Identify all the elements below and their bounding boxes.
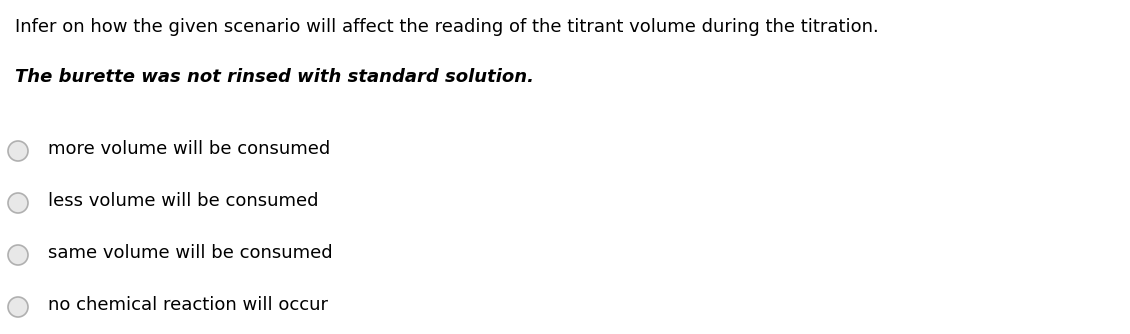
Ellipse shape (8, 141, 28, 161)
Ellipse shape (8, 297, 28, 317)
Text: The burette was not rinsed with standard solution.: The burette was not rinsed with standard… (15, 68, 534, 86)
Text: more volume will be consumed: more volume will be consumed (47, 140, 330, 158)
Text: same volume will be consumed: same volume will be consumed (47, 244, 332, 262)
Text: no chemical reaction will occur: no chemical reaction will occur (47, 296, 328, 314)
Text: less volume will be consumed: less volume will be consumed (47, 192, 319, 210)
Text: Infer on how the given scenario will affect the reading of the titrant volume du: Infer on how the given scenario will aff… (15, 18, 879, 36)
Ellipse shape (8, 193, 28, 213)
Ellipse shape (8, 245, 28, 265)
